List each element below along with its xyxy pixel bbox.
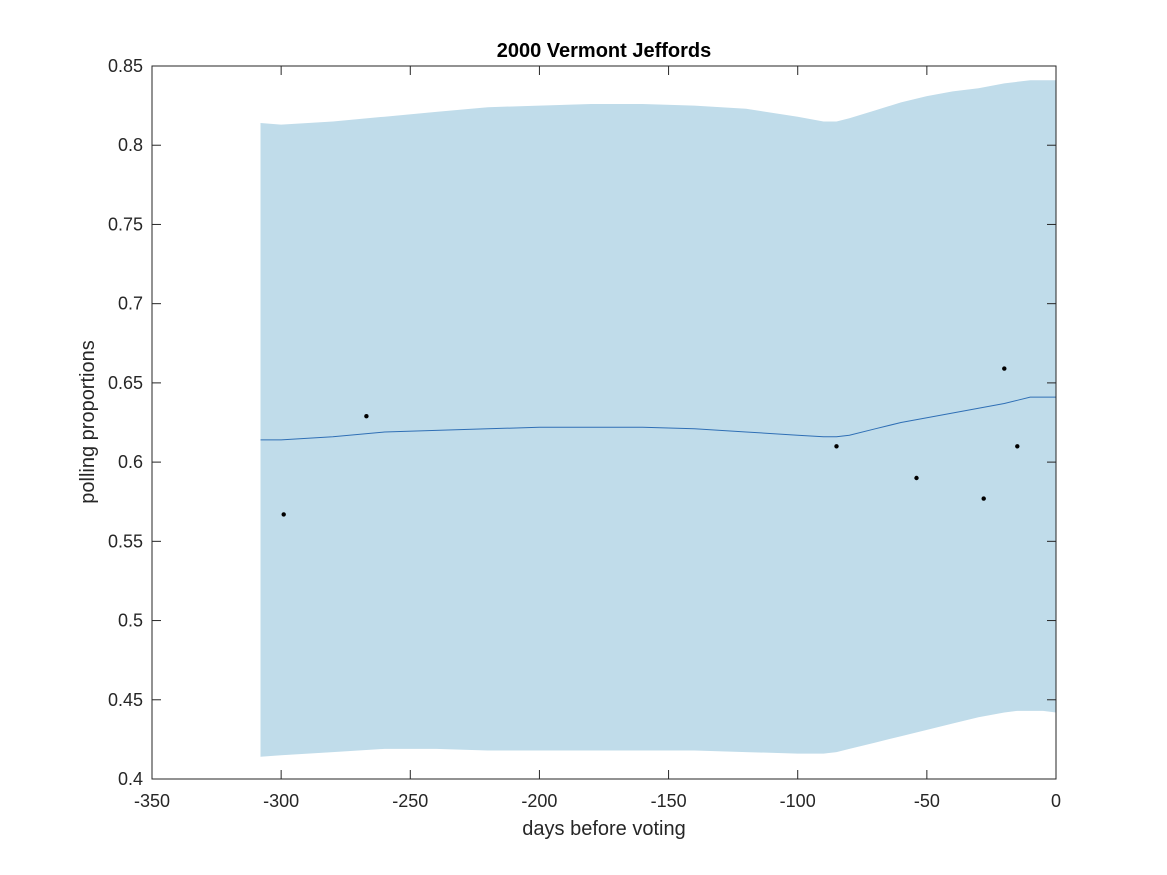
y-tick-labels: 0.4 0.45 0.5 0.55 0.6 0.65 0.7 0.75 0.8 0.85 bbox=[108, 56, 143, 789]
x-axis-label: days before voting bbox=[522, 818, 685, 840]
x-tick-label: -200 bbox=[521, 791, 557, 811]
axis-ticks bbox=[151, 65, 1057, 780]
poll-point bbox=[364, 414, 369, 419]
y-tick-label: 0.4 bbox=[118, 769, 143, 789]
poll-point bbox=[281, 512, 286, 517]
y-tick-label: 0.75 bbox=[108, 214, 143, 234]
y-tick-label: 0.5 bbox=[118, 611, 143, 631]
y-tick-label: 0.55 bbox=[108, 531, 143, 551]
y-tick-label: 0.45 bbox=[108, 690, 143, 710]
x-tick-labels: -350 -300 -250 -200 -150 -100 -50 0 bbox=[134, 791, 1061, 811]
y-tick-label: 0.65 bbox=[108, 373, 143, 393]
poll-point bbox=[914, 475, 919, 481]
poll-point bbox=[981, 496, 986, 501]
x-tick-label: -100 bbox=[780, 791, 816, 811]
poll-points bbox=[281, 366, 1020, 517]
poll-point bbox=[1015, 444, 1020, 449]
y-tick-label: 0.7 bbox=[118, 294, 143, 314]
axes-box bbox=[151, 65, 1057, 780]
poll-point bbox=[834, 444, 839, 449]
y-axis-label: polling proportions bbox=[77, 340, 99, 503]
x-tick-label: -350 bbox=[134, 791, 170, 811]
x-tick-label: -300 bbox=[263, 791, 299, 811]
chart-title: 2000 Vermont Jeffords bbox=[497, 40, 712, 62]
confidence-band bbox=[260, 80, 1056, 757]
x-tick-label: 0 bbox=[1051, 791, 1061, 811]
y-tick-label: 0.8 bbox=[118, 135, 143, 155]
x-tick-label: -150 bbox=[651, 791, 687, 811]
y-tick-label: 0.6 bbox=[118, 452, 143, 472]
mean-trend-line bbox=[260, 396, 1056, 441]
poll-point bbox=[1002, 366, 1007, 371]
x-tick-label: -250 bbox=[392, 791, 428, 811]
y-tick-label: 0.85 bbox=[108, 56, 143, 76]
x-tick-label: -50 bbox=[914, 791, 940, 811]
